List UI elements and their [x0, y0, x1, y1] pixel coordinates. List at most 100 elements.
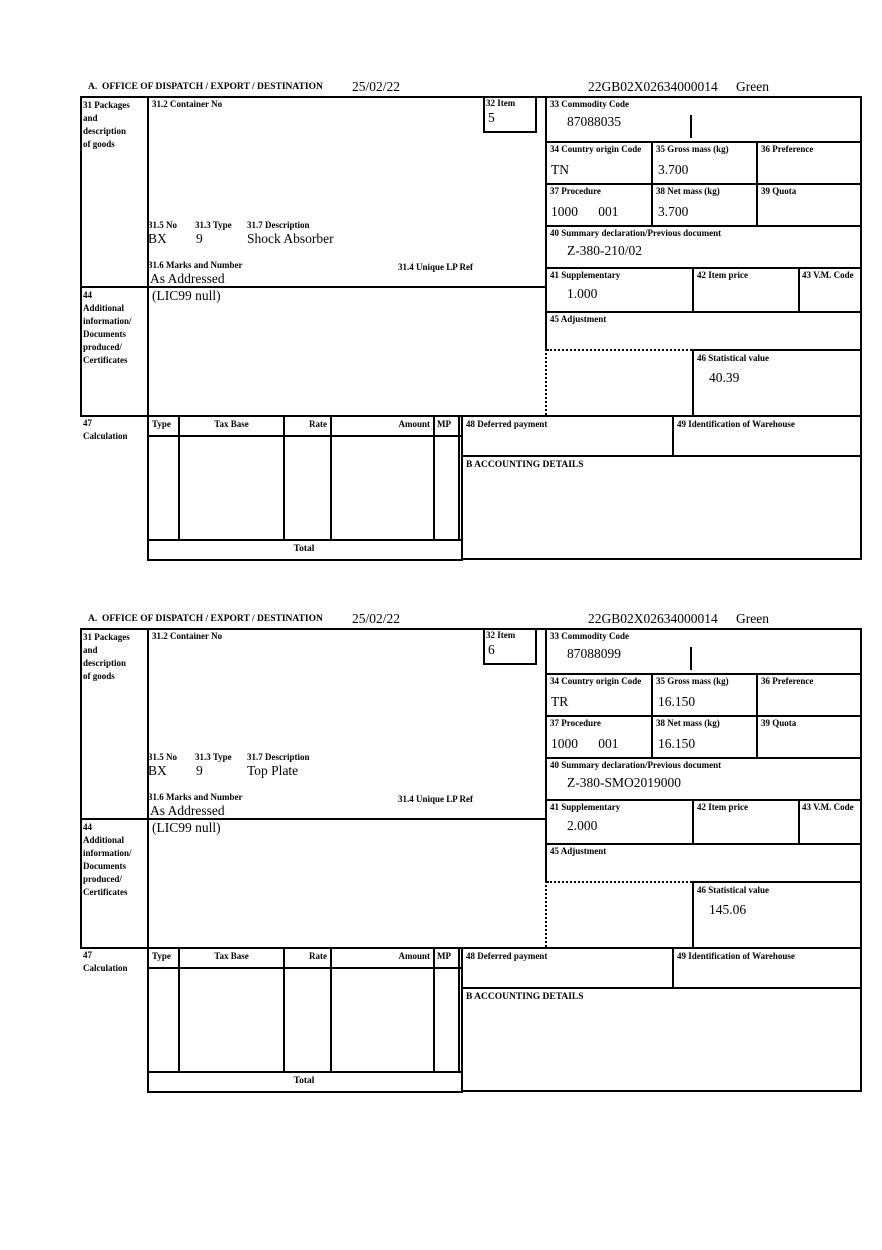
grid-line [80, 96, 82, 417]
grid-line [692, 267, 694, 311]
field-33-commodity-label: 33 Commodity Code [550, 631, 629, 641]
grid-line [80, 947, 862, 949]
field-36-preference-label: 36 Preference [761, 676, 814, 686]
field-46-statistical-value: 145.06 [709, 902, 747, 917]
field-45-adjustment-label: 45 Adjustment [550, 314, 607, 324]
field-31-2-container-label: 31.2 Container No [152, 631, 223, 641]
field-31-3-type-label: 31.3 Type [195, 752, 232, 762]
field-42-item-price-label: 42 Item price [697, 270, 748, 280]
field-31-6-marks-value: As Addressed [150, 803, 225, 818]
calc-col-rate-header: Rate [309, 419, 327, 429]
field-40-summary-value: Z-380-SMO2019000 [567, 775, 681, 790]
field-49-warehouse-label: 49 Identification of Warehouse [677, 951, 795, 961]
field-32-item-label: 32 Item [486, 630, 516, 640]
field-32-item-value: 6 [488, 642, 495, 657]
field-31-5-no-value: BX [148, 231, 167, 246]
field-37-procedure-label: 37 Procedure [550, 718, 601, 728]
field-44-label-line: Certificates [83, 355, 128, 365]
dashed-grid-line [547, 349, 692, 351]
field-44-label-line: Additional [83, 835, 125, 845]
field-38-net-mass-label: 38 Net mass (kg) [656, 186, 720, 196]
dashed-grid-line [547, 881, 692, 883]
accounting-details-header: B ACCOUNTING DETAILS [466, 460, 584, 470]
field-32-item-label: 32 Item [486, 98, 516, 108]
office-of-dispatch-header: A. OFFICE OF DISPATCH / EXPORT / DESTINA… [88, 82, 323, 92]
field-32-item-value: 5 [488, 110, 495, 125]
field-31-label-line: description [83, 126, 127, 136]
field-31-3-type-value: 9 [196, 231, 203, 246]
item-number-box [483, 628, 537, 665]
field-31-label-line: of goods [83, 671, 115, 681]
field-37-procedure-label: 37 Procedure [550, 186, 601, 196]
date-value: 25/02/22 [352, 79, 401, 94]
field-38-net-mass-value: 3.700 [658, 204, 689, 219]
grid-line [461, 947, 463, 1090]
field-36-preference-label: 36 Preference [761, 144, 814, 154]
field-40-summary-label: 40 Summary declaration/Previous document [550, 228, 722, 238]
grid-line [80, 96, 862, 98]
grid-line [80, 818, 547, 820]
grid-line [80, 628, 862, 630]
field-31-label-line: of goods [83, 139, 115, 149]
field-31-3-type-value: 9 [196, 763, 203, 778]
grid-line [545, 799, 862, 801]
field-40-summary-value: Z-380-210/02 [567, 243, 642, 258]
grid-line [330, 415, 332, 539]
field-46-statistical-label: 46 Statistical value [697, 353, 769, 363]
field-43-vm-code-label: 43 V.M. Code [802, 270, 854, 280]
grid-line [860, 628, 862, 1090]
field-44-label-line: 44 [83, 822, 92, 832]
field-35-gross-mass-label: 35 Gross mass (kg) [656, 144, 729, 154]
field-48-deferred-label: 48 Deferred payment [466, 419, 548, 429]
grid-line [545, 183, 862, 185]
grid-line [545, 311, 862, 313]
field-33-commodity-value: 87088099 [567, 646, 621, 661]
grid-line [147, 1091, 463, 1093]
field-44-label-line: 44 [83, 290, 92, 300]
field-35-gross-mass-label: 35 Gross mass (kg) [656, 676, 729, 686]
field-44-label-line: Certificates [83, 887, 128, 897]
field-31-5-no-label: 31.5 No [148, 220, 177, 230]
field-37-procedure-value: 1000 001 [551, 736, 619, 751]
field-31-5-no-label: 31.5 No [148, 752, 177, 762]
field-31-2-container-label: 31.2 Container No [152, 99, 223, 109]
grid-line [80, 628, 82, 949]
grid-line [178, 415, 180, 539]
field-44-label-line: information/ [83, 848, 132, 858]
grid-line [461, 1090, 862, 1092]
calc-col-type-header: Type [152, 951, 171, 961]
grid-line [147, 1071, 463, 1073]
grid-line [80, 286, 547, 288]
calc-col-mp-header: MP [437, 419, 451, 429]
field-48-deferred-label: 48 Deferred payment [466, 951, 548, 961]
routing-value: Green [736, 611, 769, 626]
field-44-label-line: information/ [83, 316, 132, 326]
field-38-net-mass-value: 16.150 [658, 736, 696, 751]
field-47-label-line: 47 [83, 418, 92, 428]
grid-line [545, 141, 862, 143]
field-31-4-lp-ref-label: 31.4 Unique LP Ref [398, 794, 474, 804]
field-41-supplementary-value: 1.000 [567, 286, 598, 301]
dashed-grid-line [545, 349, 547, 415]
grid-line [147, 559, 463, 561]
calc-col-tax-base-header: Tax Base [214, 951, 249, 961]
field-39-quota-label: 39 Quota [761, 718, 797, 728]
field-31-label-line: and [83, 645, 98, 655]
field-31-6-marks-label: 31.6 Marks and Number [148, 260, 243, 270]
field-39-quota-label: 39 Quota [761, 186, 797, 196]
field-41-supplementary-value: 2.000 [567, 818, 598, 833]
grid-line [692, 349, 694, 415]
field-45-adjustment-label: 45 Adjustment [550, 846, 607, 856]
grid-line [283, 415, 285, 539]
field-31-6-marks-label: 31.6 Marks and Number [148, 792, 243, 802]
commodity-code-separator [690, 647, 692, 670]
grid-line [458, 415, 460, 539]
field-44-label-line: Documents [83, 861, 126, 871]
field-31-6-marks-value: As Addressed [150, 271, 225, 286]
grid-line [545, 715, 862, 717]
grid-line [692, 881, 694, 947]
grid-line [147, 539, 463, 541]
field-31-4-lp-ref-label: 31.4 Unique LP Ref [398, 262, 474, 272]
grid-line [178, 947, 180, 1071]
grid-line [545, 757, 862, 759]
